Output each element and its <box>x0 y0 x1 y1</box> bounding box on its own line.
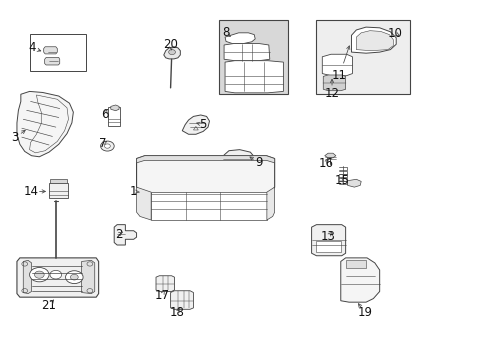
Text: 17: 17 <box>154 288 169 302</box>
Text: 16: 16 <box>318 157 333 170</box>
Polygon shape <box>136 187 151 220</box>
Polygon shape <box>222 150 254 163</box>
Polygon shape <box>340 258 379 302</box>
Bar <box>316 241 340 252</box>
Text: 21: 21 <box>41 299 57 312</box>
Polygon shape <box>17 91 73 157</box>
Bar <box>108 107 120 126</box>
Bar <box>30 33 85 71</box>
Polygon shape <box>44 58 60 65</box>
Circle shape <box>30 267 49 282</box>
Polygon shape <box>347 179 361 187</box>
Bar <box>151 192 266 220</box>
Polygon shape <box>17 258 99 297</box>
Polygon shape <box>356 31 392 51</box>
Polygon shape <box>81 260 95 294</box>
Polygon shape <box>224 44 269 61</box>
Text: 11: 11 <box>331 69 346 82</box>
Circle shape <box>65 271 83 284</box>
Polygon shape <box>224 33 255 44</box>
Circle shape <box>50 270 61 279</box>
Text: 5: 5 <box>199 118 206 131</box>
Text: 14: 14 <box>24 185 39 198</box>
Polygon shape <box>311 225 345 256</box>
Polygon shape <box>266 187 274 220</box>
Text: 19: 19 <box>357 306 372 319</box>
Polygon shape <box>156 276 174 292</box>
Polygon shape <box>23 260 31 294</box>
Text: 1: 1 <box>130 185 137 198</box>
Text: 13: 13 <box>320 230 335 243</box>
Text: 10: 10 <box>387 27 402 40</box>
Text: 6: 6 <box>101 108 108 121</box>
Circle shape <box>101 141 114 151</box>
Polygon shape <box>322 54 352 76</box>
Text: 2: 2 <box>115 228 122 241</box>
Circle shape <box>104 144 110 148</box>
Polygon shape <box>170 291 193 309</box>
Polygon shape <box>224 61 283 93</box>
Polygon shape <box>114 225 136 245</box>
Polygon shape <box>111 105 119 111</box>
Text: 12: 12 <box>324 87 339 100</box>
Polygon shape <box>136 156 274 194</box>
Text: 4: 4 <box>28 41 36 54</box>
Bar <box>345 260 366 267</box>
Text: 18: 18 <box>170 306 184 319</box>
Bar <box>316 20 409 94</box>
Circle shape <box>168 50 175 55</box>
Polygon shape <box>163 47 180 59</box>
Polygon shape <box>182 115 209 134</box>
Text: 15: 15 <box>334 174 348 186</box>
Bar <box>219 20 287 94</box>
Text: 20: 20 <box>163 39 178 51</box>
Circle shape <box>70 274 78 280</box>
Bar <box>49 183 67 198</box>
Bar <box>50 179 66 183</box>
Text: 8: 8 <box>222 26 229 39</box>
Text: 9: 9 <box>255 156 262 169</box>
Circle shape <box>34 271 44 278</box>
Text: 3: 3 <box>11 131 19 144</box>
Polygon shape <box>351 27 395 53</box>
Text: 7: 7 <box>99 137 106 150</box>
Polygon shape <box>323 75 345 91</box>
Polygon shape <box>324 153 335 158</box>
Polygon shape <box>43 47 57 54</box>
Polygon shape <box>136 156 274 163</box>
